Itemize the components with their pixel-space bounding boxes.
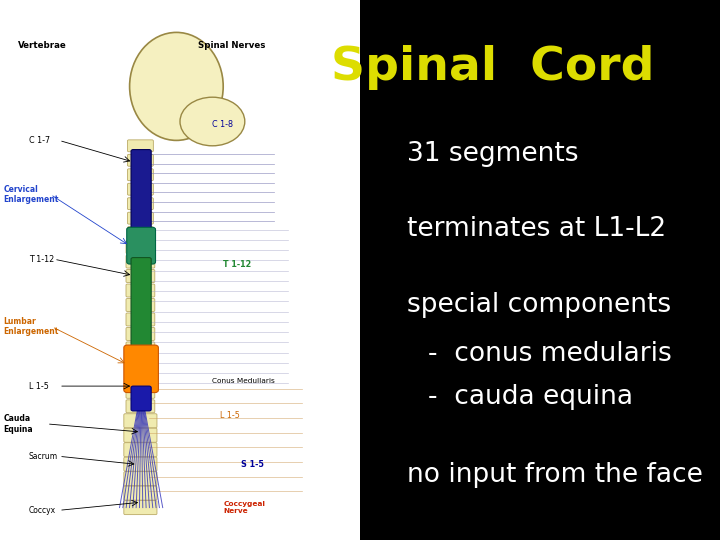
Text: Coccygeal
Nerve: Coccygeal Nerve: [223, 501, 265, 514]
FancyBboxPatch shape: [127, 169, 153, 181]
Text: Conus Medullaris: Conus Medullaris: [212, 377, 275, 384]
Text: Coccyx: Coccyx: [29, 506, 56, 515]
FancyBboxPatch shape: [126, 400, 155, 413]
FancyBboxPatch shape: [126, 371, 155, 384]
Text: Cervical
Enlargement: Cervical Enlargement: [4, 185, 59, 204]
FancyBboxPatch shape: [127, 227, 156, 264]
FancyBboxPatch shape: [124, 471, 157, 485]
FancyBboxPatch shape: [124, 428, 157, 442]
Text: T 1-12: T 1-12: [29, 255, 54, 264]
Text: special components: special components: [407, 292, 671, 318]
FancyBboxPatch shape: [0, 0, 360, 540]
FancyBboxPatch shape: [124, 414, 157, 428]
FancyBboxPatch shape: [126, 269, 155, 282]
FancyBboxPatch shape: [131, 150, 151, 237]
FancyBboxPatch shape: [127, 227, 153, 239]
FancyBboxPatch shape: [127, 212, 153, 224]
FancyBboxPatch shape: [131, 386, 151, 411]
FancyBboxPatch shape: [127, 154, 153, 166]
Text: terminates at L1-L2: terminates at L1-L2: [407, 217, 666, 242]
Text: Cauda
Equina: Cauda Equina: [4, 414, 33, 434]
FancyBboxPatch shape: [124, 501, 157, 515]
Text: Vertebrae: Vertebrae: [18, 42, 67, 50]
FancyBboxPatch shape: [131, 258, 151, 353]
FancyBboxPatch shape: [126, 299, 155, 312]
Text: C 1-8: C 1-8: [212, 120, 233, 129]
Text: 31 segments: 31 segments: [407, 141, 578, 167]
FancyBboxPatch shape: [126, 327, 155, 340]
Text: L 1-5: L 1-5: [220, 411, 240, 420]
Text: L 1-5: L 1-5: [29, 382, 49, 390]
FancyBboxPatch shape: [124, 443, 157, 457]
Text: C 1-7: C 1-7: [29, 136, 50, 145]
FancyBboxPatch shape: [124, 486, 157, 500]
FancyBboxPatch shape: [124, 457, 157, 471]
FancyBboxPatch shape: [126, 313, 155, 326]
FancyBboxPatch shape: [126, 284, 155, 297]
FancyBboxPatch shape: [127, 183, 153, 195]
Text: no input from the face: no input from the face: [407, 462, 703, 488]
Text: Sacrum: Sacrum: [29, 452, 58, 461]
Text: Spinal  Cord: Spinal Cord: [331, 45, 655, 90]
FancyBboxPatch shape: [127, 140, 153, 152]
FancyBboxPatch shape: [126, 386, 155, 399]
FancyBboxPatch shape: [127, 198, 153, 210]
Ellipse shape: [130, 32, 223, 140]
Text: T 1-12: T 1-12: [223, 260, 251, 269]
Text: -  cauda equina: - cauda equina: [428, 384, 634, 410]
Ellipse shape: [180, 97, 245, 146]
FancyBboxPatch shape: [126, 255, 155, 268]
Text: -  conus medularis: - conus medularis: [428, 341, 672, 367]
FancyBboxPatch shape: [124, 345, 158, 393]
Text: Lumbar
Enlargement: Lumbar Enlargement: [4, 317, 59, 336]
FancyBboxPatch shape: [126, 241, 155, 254]
FancyBboxPatch shape: [126, 356, 155, 369]
Text: Spinal Nerves: Spinal Nerves: [198, 42, 266, 50]
Text: S 1-5: S 1-5: [241, 460, 264, 469]
FancyBboxPatch shape: [126, 342, 155, 355]
